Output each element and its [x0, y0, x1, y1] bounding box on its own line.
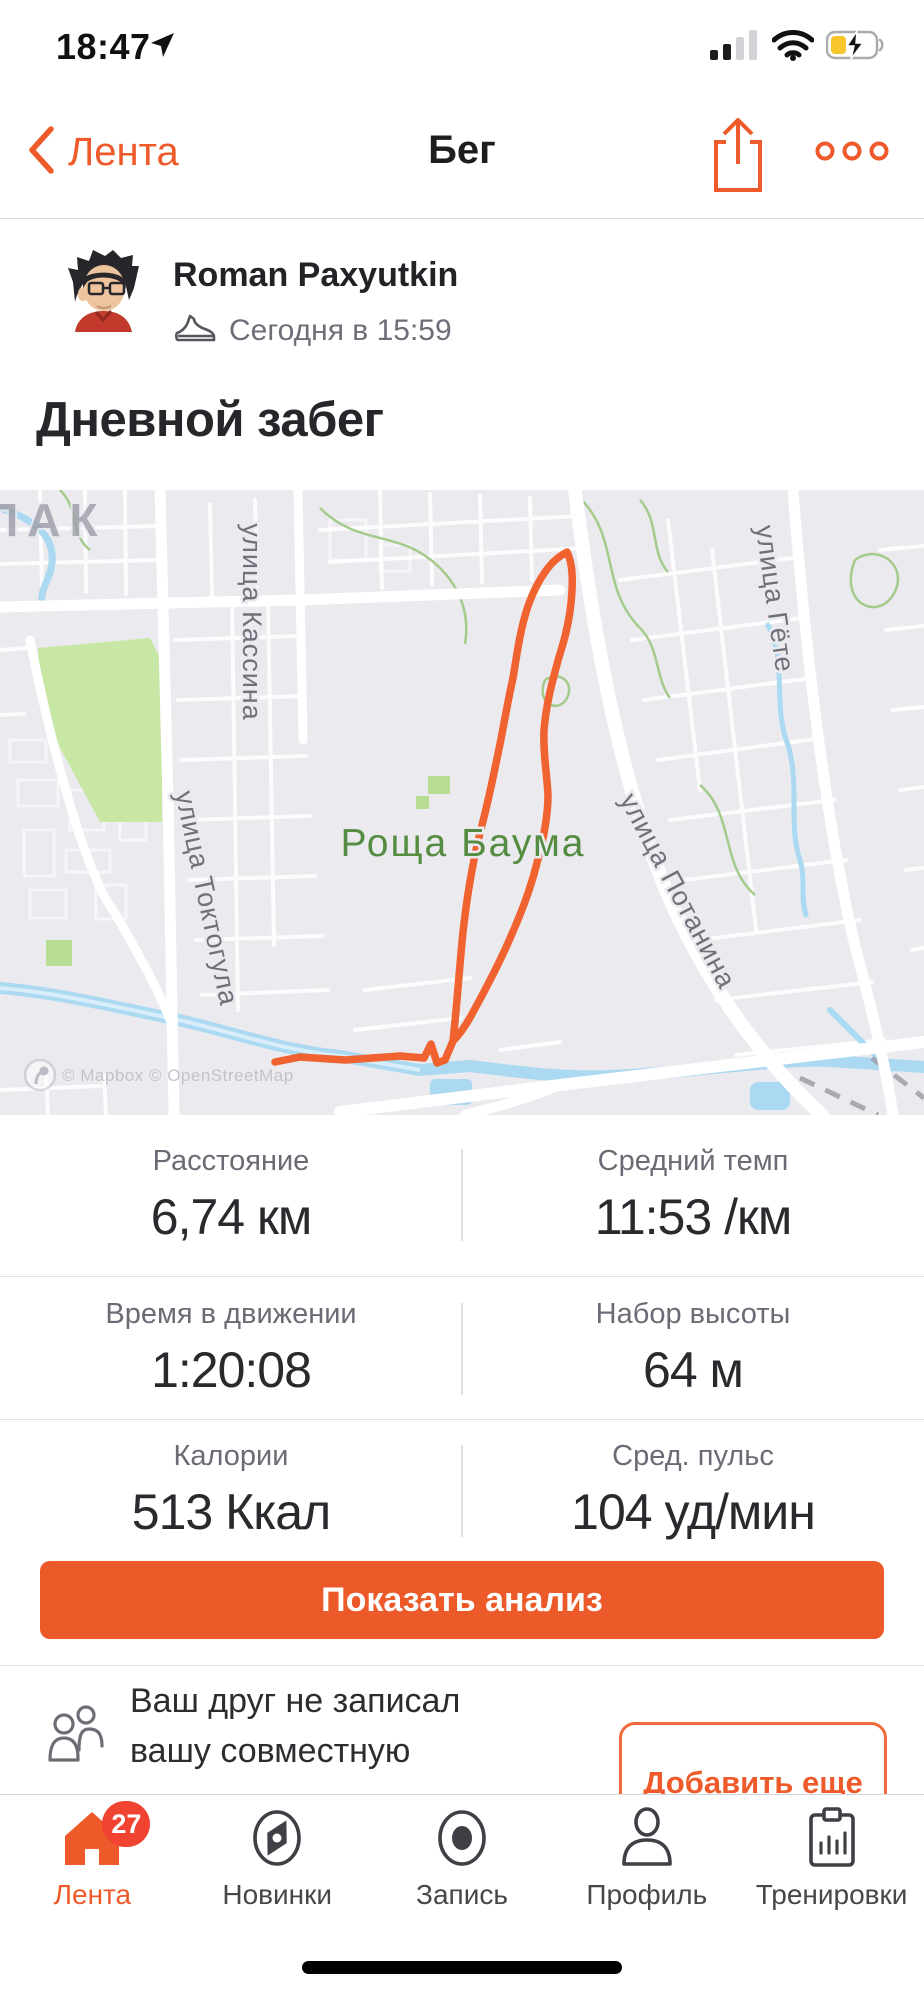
share-button[interactable]	[704, 114, 772, 201]
add-more-button[interactable]: Добавить еще	[619, 1722, 887, 1794]
street-label-kassina: улица Кассина	[237, 523, 267, 720]
section-divider	[0, 1665, 924, 1666]
map-attribution[interactable]: © Mapbox © OpenStreetMap	[62, 1066, 294, 1085]
page-title: Бег	[428, 128, 496, 172]
stats-row-divider	[0, 1276, 924, 1277]
activity-title: Дневной забег	[36, 393, 384, 447]
friend-tagging-section: Ваш друг не записал вашу совместную Доба…	[0, 1666, 924, 1794]
stat-avg-pace: Средний темп 11:53 /км	[594, 1144, 792, 1245]
more-options-button[interactable]	[814, 138, 890, 169]
profile-icon	[618, 1806, 676, 1874]
tab-bar: 27 Лента Новинки	[0, 1794, 924, 2000]
status-time: 18:47	[56, 26, 151, 67]
stats-column-divider	[461, 1149, 463, 1241]
stat-distance: Расстояние 6,74 км	[150, 1144, 312, 1245]
show-analysis-button[interactable]: Показать анализ	[40, 1561, 884, 1639]
map-district-label: ЛАК	[0, 494, 107, 546]
group-people-icon	[46, 1702, 108, 1769]
route-map[interactable]: ЛАК улица Кассина улица Токтогула улица …	[0, 483, 924, 1122]
stat-elevation-gain: Набор высоты 64 м	[595, 1298, 791, 1398]
stat-calories: Калории 513 Ккал	[131, 1440, 331, 1540]
wifi-icon	[771, 29, 815, 66]
stats-column-divider	[461, 1302, 463, 1395]
stats-column-divider	[461, 1444, 463, 1537]
tab-explore[interactable]: Новинки	[185, 1795, 370, 2000]
chevron-left-icon	[28, 126, 54, 179]
home-indicator[interactable]	[302, 1961, 622, 1974]
training-clipboard-icon	[803, 1806, 861, 1874]
activity-timestamp: Сегодня в 15:59	[229, 314, 452, 347]
park-label: Роща Баума	[340, 822, 585, 865]
location-services-icon	[150, 32, 176, 63]
friend-message: Ваш друг не записал вашу совместную	[130, 1682, 461, 1770]
tab-profile[interactable]: Профиль	[554, 1795, 739, 2000]
battery-charging-icon	[825, 30, 888, 65]
cellular-signal-icon	[710, 28, 760, 67]
record-icon	[433, 1807, 491, 1874]
user-name[interactable]: Roman Paxyutkin	[173, 256, 459, 294]
tab-training[interactable]: Тренировки	[739, 1795, 924, 2000]
stat-moving-time: Время в движении 1:20:08	[105, 1298, 357, 1398]
route-polyline	[271, 548, 576, 1067]
activity-header: Roman Paxyutkin Сегодня в 15:59	[63, 248, 458, 353]
status-bar: 18:47	[0, 0, 924, 96]
back-button[interactable]: Лента	[28, 126, 179, 179]
notification-badge: 27	[102, 1801, 151, 1847]
tab-record[interactable]: Запись	[370, 1795, 555, 2000]
back-label: Лента	[68, 130, 179, 174]
stats-grid: Расстояние 6,74 км Средний темп 11:53 /к…	[0, 1113, 924, 1561]
nav-bar: Лента Бег	[0, 96, 924, 219]
compass-icon	[248, 1807, 306, 1874]
stats-row-divider	[0, 1419, 924, 1420]
tab-feed[interactable]: 27 Лента	[0, 1795, 185, 2000]
avatar[interactable]	[63, 248, 143, 332]
run-shoe-icon	[173, 309, 217, 353]
mapbox-logo-icon[interactable]	[23, 1058, 57, 1092]
stat-avg-heart-rate: Сред. пульс 104 уд/мин	[571, 1440, 816, 1540]
